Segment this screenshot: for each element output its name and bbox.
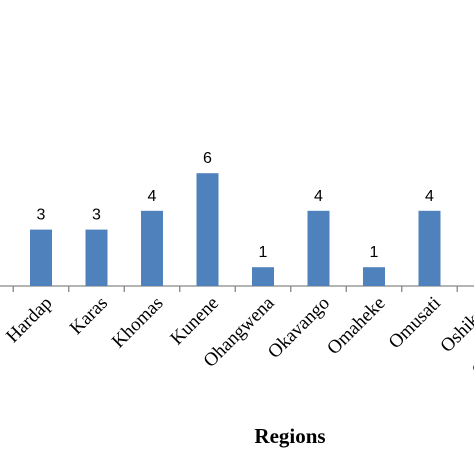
- value-labels-group: 3 3 4 6 1 4 1 4: [37, 150, 435, 261]
- bar-omaheke: [363, 267, 385, 286]
- category-label-oshikoto: Oshikoto: [436, 293, 474, 357]
- x-axis: [0, 285, 474, 292]
- category-label-khomas: Khomas: [108, 293, 168, 353]
- value-label-kunene: 6: [203, 150, 212, 167]
- x-axis-title: Regions: [254, 424, 325, 448]
- category-labels-group: Hardap KarasKhomasKuneneOhangwenaOkavango…: [2, 292, 474, 380]
- bar-karas: [85, 229, 108, 286]
- value-label-omusati: 4: [425, 188, 434, 205]
- value-label-karas: 3: [92, 207, 101, 224]
- value-label-khomas: 4: [148, 188, 157, 205]
- category-label-omusati: Omusati: [385, 293, 445, 353]
- bar-hardap: [30, 229, 52, 286]
- value-label-omaheke: 1: [370, 244, 379, 261]
- value-label-hardap: 3: [37, 207, 46, 224]
- bar-khomas: [141, 210, 163, 286]
- category-label-karas: Karas: [66, 293, 112, 339]
- bar-kunene: [196, 173, 219, 286]
- category-label-okavango: Okavango: [264, 293, 334, 363]
- category-label-omaheke: Omaheke: [323, 293, 389, 359]
- bar-ohangwena: [252, 267, 274, 286]
- value-label-ohangwena: 1: [259, 244, 268, 261]
- bar-okavango: [307, 210, 330, 286]
- bar-omusati: [418, 210, 441, 286]
- category-label-hardap: Hardap: [2, 293, 56, 347]
- value-label-okavango: 4: [314, 188, 323, 205]
- bars-group: [30, 173, 441, 286]
